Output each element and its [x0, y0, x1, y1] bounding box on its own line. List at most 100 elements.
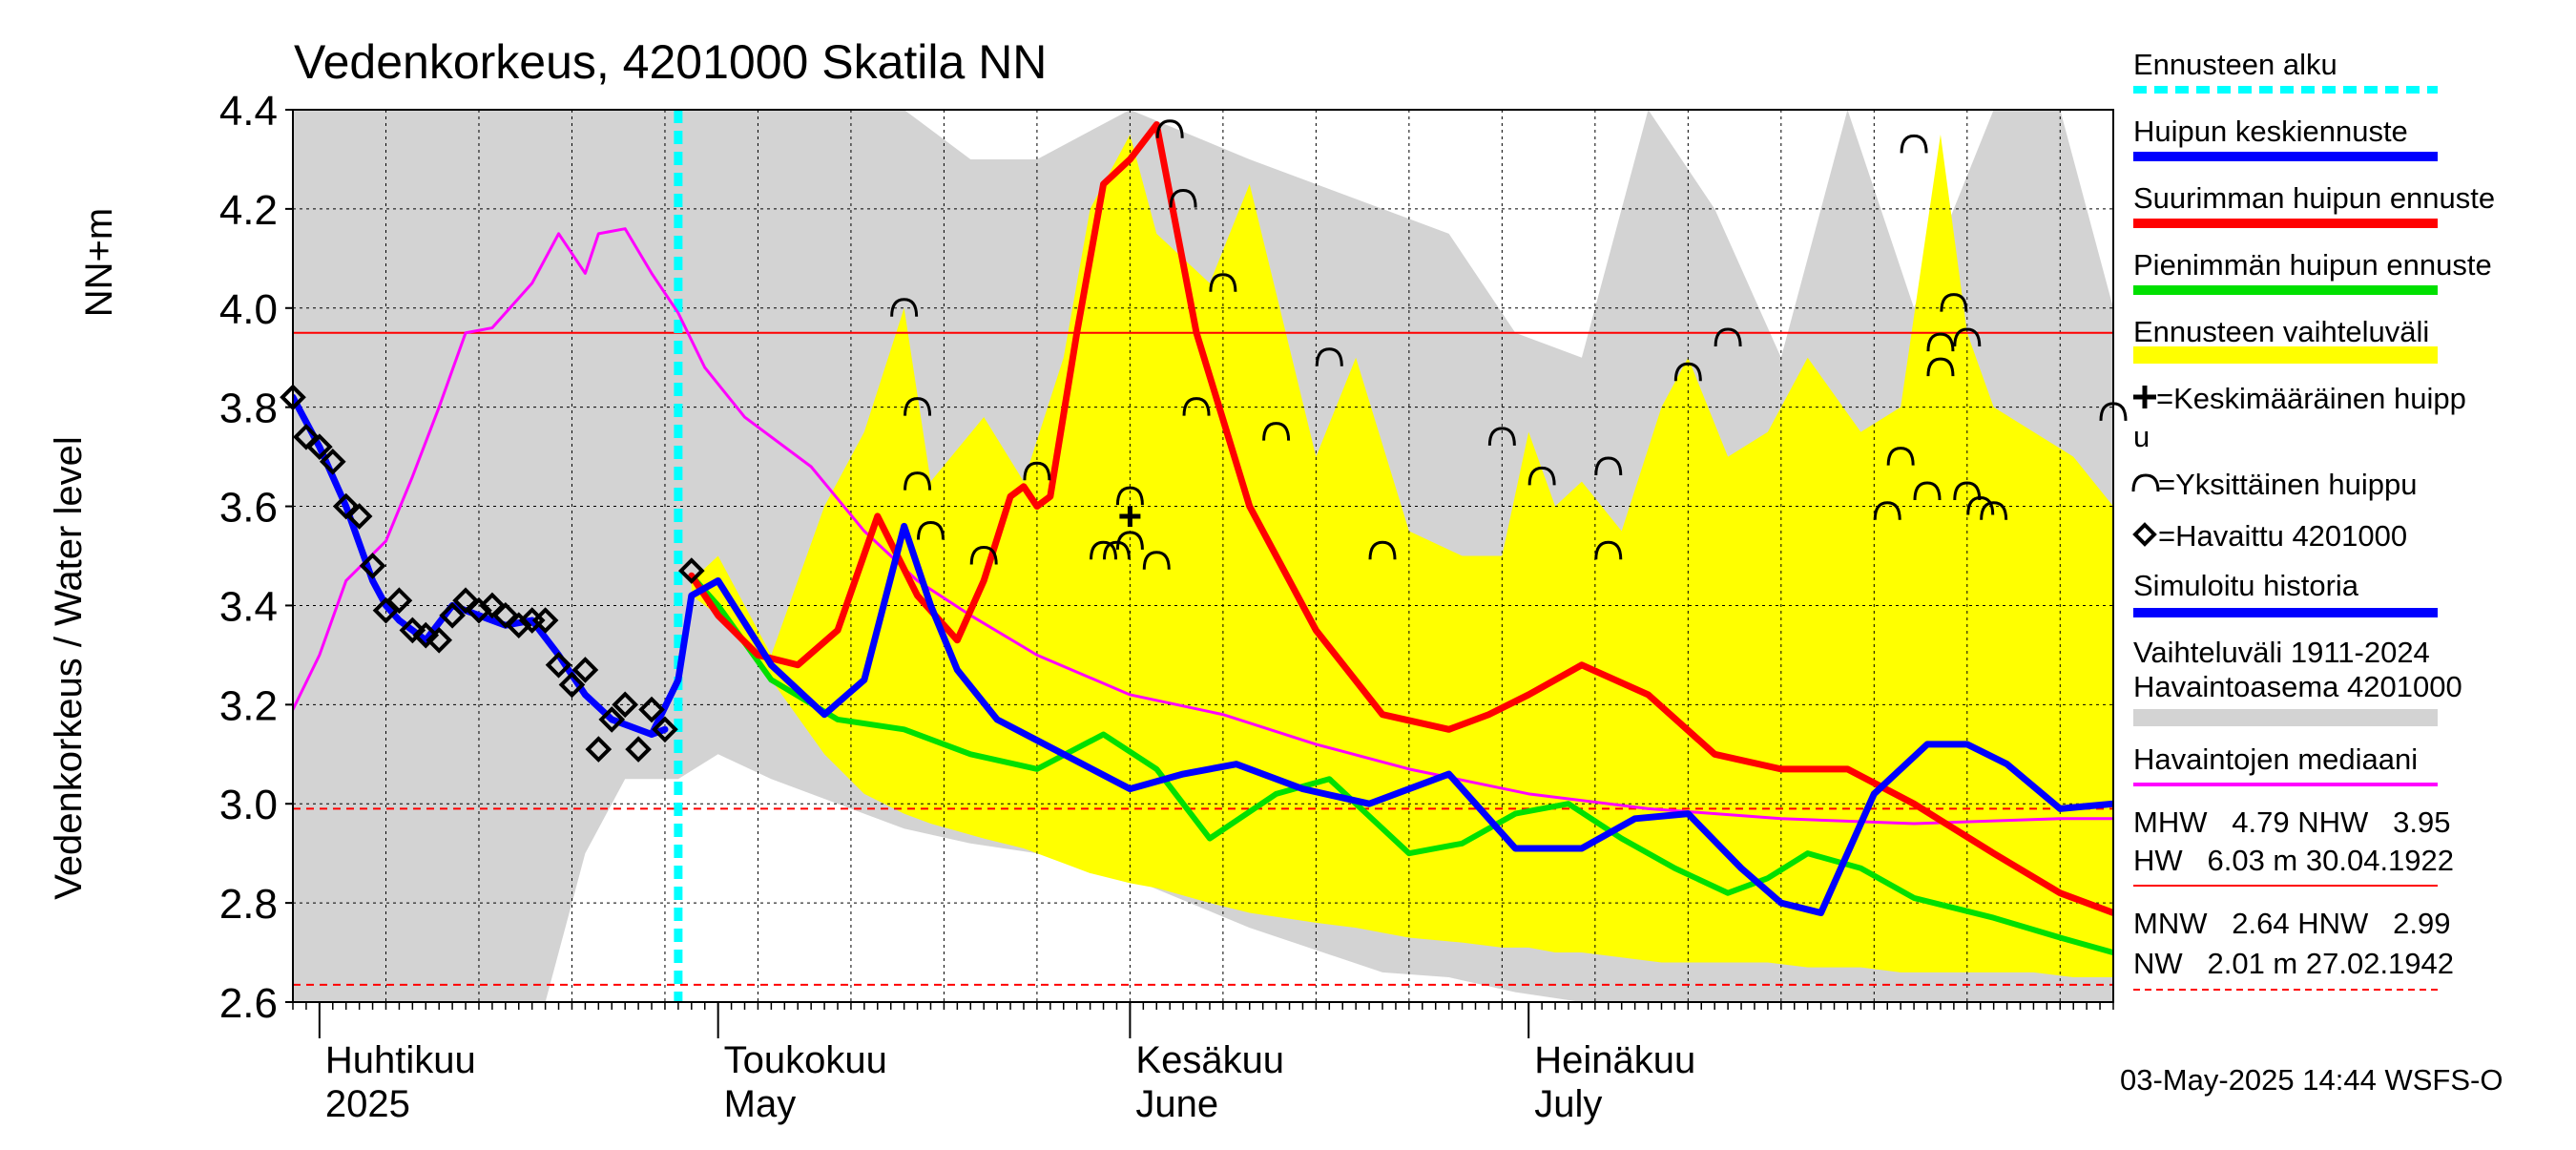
x-month-sublabel: June	[1135, 1083, 1218, 1125]
single-peak	[1115, 531, 1144, 550]
chart-title: Vedenkorkeus, 4201000 Skatila NN	[294, 35, 1047, 89]
observed-point	[638, 696, 665, 723]
observed-point	[545, 651, 572, 679]
observed-point	[399, 617, 426, 644]
series-line-2	[688, 121, 2113, 916]
legend-label-observed: =Havaittu 4201000	[2158, 519, 2407, 553]
single-peak	[1102, 540, 1131, 560]
single-peak	[1926, 332, 1955, 352]
mean-peak	[1119, 505, 1141, 527]
y-tick-label: 3.6	[219, 485, 278, 532]
legend-symbol-observed	[2132, 522, 2157, 547]
single-peak	[1940, 293, 1968, 312]
legend-label-single_peak: =Yksittäinen huippu	[2158, 468, 2417, 501]
legend-label-mean_peak: =Keskimääräinen huipp	[2156, 382, 2466, 415]
observed-point	[345, 503, 373, 530]
stats-row-3: MNW 2.64 HNW 2.99	[2133, 907, 2450, 940]
single-peak	[1487, 427, 1516, 446]
legend-label-forecast_range: Ennusteen vaihteluväli	[2133, 315, 2429, 348]
y-axis-label: Vedenkorkeus / Water level	[48, 436, 90, 899]
single-peak	[1182, 397, 1211, 416]
stats-row-4: NW 2.01 m 27.02.1942	[2133, 947, 2454, 980]
observed-point	[385, 587, 413, 615]
legend-label2-historic_range: Havaintoasema 4201000	[2133, 670, 2462, 703]
observed-point	[426, 626, 453, 654]
observed-point	[359, 553, 386, 579]
single-peak	[1913, 481, 1942, 501]
single-peak	[1023, 461, 1051, 481]
legend-label-historic_range: Vaihteluväli 1911-2024	[2133, 636, 2430, 669]
series-lines	[293, 121, 2113, 956]
single-peak	[904, 471, 932, 491]
single-peak	[1953, 481, 1982, 501]
observed-point	[479, 592, 506, 619]
observed-point	[293, 424, 320, 450]
observed-point	[332, 492, 360, 520]
single-peak	[1714, 327, 1742, 346]
single-peak	[1527, 466, 1556, 486]
observed-point	[531, 607, 559, 634]
legend-label-mean_forecast: Huipun keskiennuste	[2133, 115, 2408, 148]
single-peak	[1980, 501, 2008, 520]
x-month-sublabel: May	[724, 1083, 797, 1125]
observed-point	[677, 557, 705, 584]
legend: Ennusteen alku Huipun keskiennuste Suurimm…	[2131, 48, 2495, 786]
single-peak	[1926, 357, 1955, 377]
observed-point	[598, 706, 626, 733]
y-tick-label: 3.0	[219, 782, 278, 828]
x-month-sublabel: 2025	[325, 1083, 410, 1125]
legend-label-min_forecast: Pienimmän huipun ennuste	[2133, 248, 2492, 282]
legend-label-max_forecast: Suurimman huipun ennuste	[2133, 181, 2495, 215]
single-peak	[1155, 119, 1184, 138]
y-tick-label: 3.4	[219, 583, 278, 630]
y-tick-label: 4.4	[219, 88, 278, 135]
stats-row-2: HW 6.03 m 30.04.1922	[2133, 844, 2454, 877]
single-peak	[1169, 188, 1197, 208]
observed-point	[571, 657, 599, 683]
x-month-label: Heinäkuu	[1534, 1039, 1695, 1081]
single-peak	[1368, 540, 1397, 560]
reference-lines	[293, 331, 2113, 986]
x-month-label: Toukokuu	[724, 1039, 887, 1081]
x-month-sublabel: July	[1534, 1083, 1602, 1125]
observed-point	[652, 716, 678, 743]
legend-label2-mean_peak: u	[2133, 420, 2150, 453]
observed-point	[412, 621, 440, 649]
single-peak	[890, 298, 919, 317]
x-month-label: Kesäkuu	[1135, 1039, 1284, 1081]
legend-label-median: Havaintojen mediaani	[2133, 742, 2418, 776]
stats-row-1: MHW 4.79 NHW 3.95	[2133, 805, 2450, 839]
observed-point	[439, 602, 466, 629]
observed-point	[612, 691, 639, 719]
y-tick-label: 2.6	[219, 980, 278, 1027]
stats-box: MHW 4.79 NHW 3.95 HW 6.03 m 30.04.1922 M…	[2133, 805, 2454, 991]
observed-point	[625, 736, 652, 763]
axes: 2.6 2.8 3.0 3.2 3.4 3.6 3.8 4.0 4.2 4.4 Huhtikuu20…	[219, 88, 2114, 1125]
single-peak	[1594, 456, 1623, 476]
single-peak	[1115, 486, 1144, 506]
observed-point	[452, 587, 479, 615]
legend-symbol-mean-peak	[2133, 386, 2156, 408]
observed-point	[505, 612, 532, 639]
observed-point	[466, 596, 492, 624]
footer-timestamp: 03-May-2025 14:44 WSFS-O	[2120, 1063, 2503, 1097]
single-peak	[1315, 347, 1343, 366]
observed-point	[492, 602, 519, 629]
single-peak	[1900, 134, 1928, 154]
legend-label-simulated: Simuloitu historia	[2133, 569, 2359, 602]
single-peak	[1594, 540, 1623, 560]
observed-point	[585, 736, 613, 763]
y-tick-label: 4.0	[219, 286, 278, 333]
y-unit-label: NN+m	[78, 208, 120, 317]
observed-point	[319, 448, 346, 475]
single-peak	[1953, 327, 1982, 346]
y-tick-label: 3.8	[219, 386, 278, 432]
single-peak	[904, 397, 932, 416]
markers	[280, 119, 2128, 763]
plot-frame	[292, 109, 2114, 1003]
single-peak	[1673, 362, 1702, 382]
y-tick-label: 2.8	[219, 881, 278, 928]
y-tick-label: 4.2	[219, 187, 278, 234]
